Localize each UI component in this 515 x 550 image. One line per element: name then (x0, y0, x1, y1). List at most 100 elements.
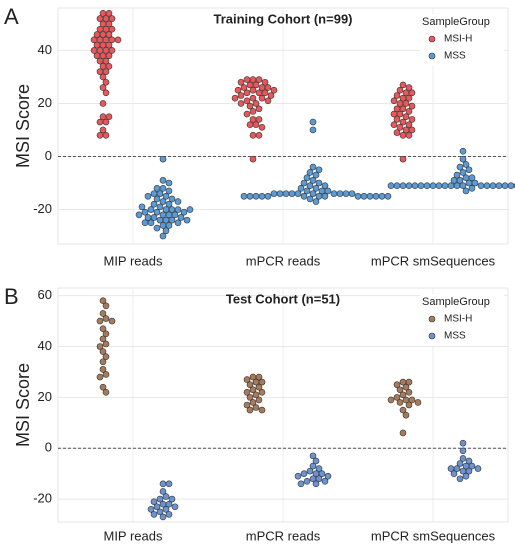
data-point (243, 97, 251, 105)
data-point (99, 20, 107, 28)
data-point (321, 192, 329, 200)
data-point (255, 89, 263, 97)
legend-swatch (428, 52, 436, 60)
data-point (390, 97, 398, 105)
data-point (450, 470, 458, 477)
data-point (168, 195, 176, 203)
data-point (156, 495, 164, 503)
data-point (303, 478, 311, 485)
data-point (405, 108, 413, 115)
data-point (405, 401, 413, 409)
data-point (96, 343, 104, 350)
legend-swatch (428, 332, 436, 340)
y-tick-label: 20 (38, 389, 52, 404)
data-point (102, 78, 110, 86)
data-point (108, 15, 116, 22)
data-point (384, 192, 392, 200)
data-point (246, 381, 254, 388)
y-tick-label: 0 (45, 440, 52, 455)
data-point (267, 92, 275, 99)
data-point (399, 391, 407, 399)
data-point (249, 131, 257, 139)
data-point (252, 100, 260, 107)
x-tick-label: MIP reads (103, 528, 163, 543)
data-point (99, 73, 107, 81)
data-point (507, 182, 515, 189)
data-point (312, 480, 320, 488)
data-point (411, 182, 419, 189)
data-point (93, 31, 101, 38)
data-point (459, 182, 467, 189)
data-point (165, 480, 173, 488)
data-point (354, 192, 362, 200)
data-point (159, 185, 167, 192)
data-point (165, 222, 173, 229)
data-point (99, 383, 107, 391)
data-point (456, 475, 464, 483)
data-point (165, 211, 173, 219)
data-point (468, 185, 476, 192)
data-point (387, 396, 395, 404)
data-point (309, 126, 317, 134)
data-point (465, 467, 473, 475)
data-point (99, 10, 107, 17)
data-point (330, 190, 338, 197)
data-point (99, 63, 107, 70)
data-point (150, 498, 158, 505)
data-point (405, 378, 413, 386)
data-point (93, 41, 101, 49)
data-point (399, 81, 407, 89)
data-point (147, 505, 155, 513)
data-point (249, 76, 257, 83)
data-point (243, 110, 251, 118)
data-point (249, 399, 257, 406)
data-point (249, 108, 257, 115)
y-axis-label: MSI Score (13, 84, 33, 168)
data-point (108, 47, 116, 54)
data-point (264, 192, 272, 200)
legend-title: SampleGroup (422, 296, 490, 308)
data-point (408, 126, 416, 134)
data-point (405, 131, 413, 139)
data-point (402, 383, 410, 391)
data-point (99, 31, 107, 38)
data-point (96, 317, 104, 325)
data-point (159, 177, 167, 184)
data-point (147, 206, 155, 213)
data-point (102, 57, 110, 65)
x-tick-label: mPCR smSequences (371, 528, 496, 543)
data-point (309, 118, 317, 126)
data-point (102, 131, 110, 139)
data-point (246, 192, 254, 200)
data-point (462, 472, 470, 480)
data-point (315, 465, 323, 472)
data-point (264, 97, 272, 105)
data-point (165, 511, 173, 518)
data-point (255, 76, 263, 83)
legend-swatch (428, 315, 436, 323)
data-point (447, 182, 455, 189)
data-point (240, 192, 248, 200)
data-point (162, 192, 170, 200)
data-point (246, 406, 254, 414)
data-point (255, 105, 263, 113)
data-point (366, 192, 374, 200)
data-point (462, 174, 470, 182)
data-point (258, 84, 266, 91)
data-point (396, 86, 404, 94)
data-point (243, 89, 251, 97)
data-point (423, 182, 431, 189)
data-point (162, 216, 170, 224)
data-point (447, 465, 455, 472)
data-point (168, 216, 176, 224)
data-point (399, 131, 407, 139)
data-point (165, 500, 173, 508)
data-point (90, 47, 98, 54)
data-point (459, 169, 467, 176)
data-point (99, 52, 107, 60)
data-point (150, 511, 158, 518)
data-point (99, 335, 107, 343)
data-point (393, 394, 401, 401)
data-point (255, 373, 263, 381)
data-point (150, 190, 158, 197)
